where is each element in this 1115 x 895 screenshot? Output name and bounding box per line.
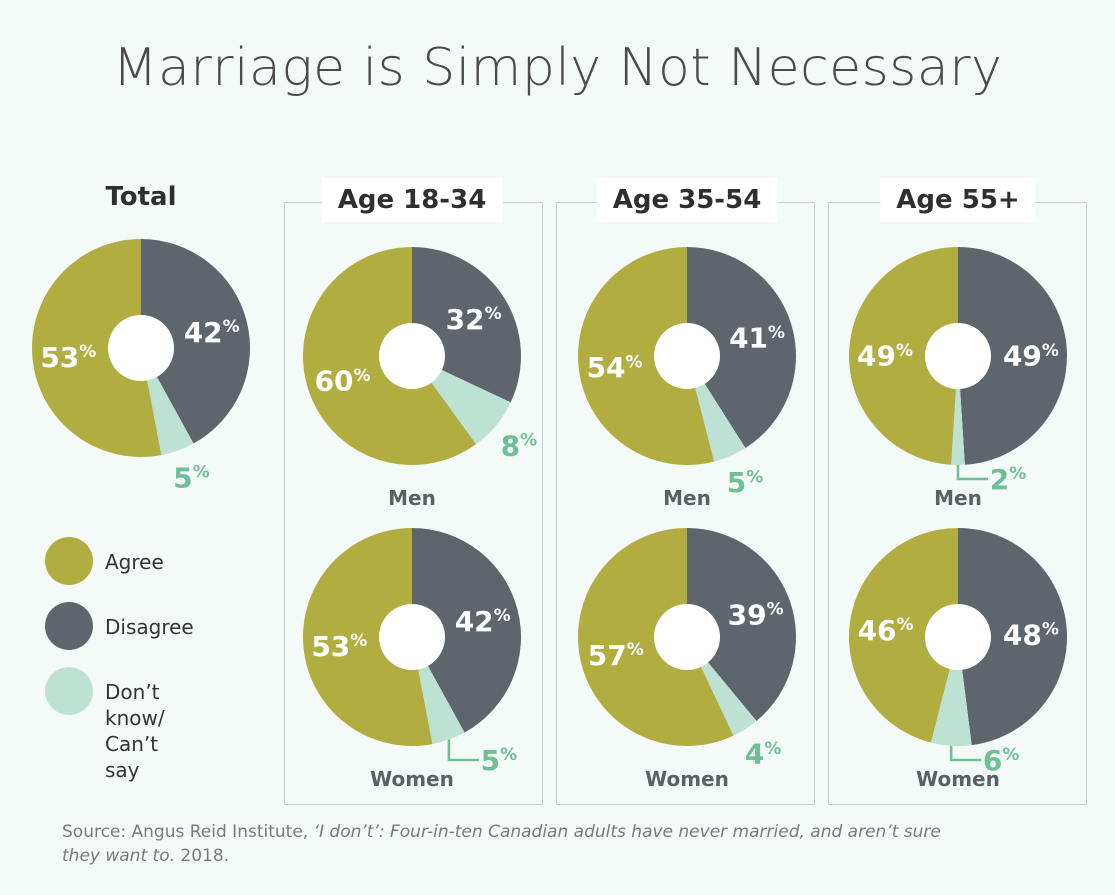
donut-hole-g2-women <box>925 604 991 670</box>
chart-title: Marriage is Simply Not Necessary <box>112 38 1003 98</box>
label-disagree-g1-men: 41% <box>729 322 785 355</box>
callout-line-g0-women <box>447 739 479 762</box>
sublabel-g0-women: Women <box>370 767 454 791</box>
callout-line-g2-men <box>956 465 988 481</box>
label-dont-know-g0-men: 8% <box>501 430 538 463</box>
group-heading-55-plus: Age 55+ <box>880 178 1036 222</box>
slice-agree-g1-men <box>578 247 715 465</box>
legend-label: Agree <box>105 550 164 574</box>
donut-hole-total <box>108 315 174 381</box>
label-agree-g1-men: 54% <box>587 351 643 384</box>
label-agree-total: 53% <box>40 341 96 374</box>
legend-label: Don’t know/ Can’t say <box>105 680 165 782</box>
label-dont-know-g2-women: 6% <box>983 744 1020 777</box>
legend-swatch-agree <box>45 537 93 585</box>
label-agree-g0-men: 60% <box>315 365 371 398</box>
label-disagree-g1-women: 39% <box>728 598 784 631</box>
label-disagree-g2-women: 48% <box>1003 618 1059 651</box>
label-dont-know-g2-men: 2% <box>990 463 1027 496</box>
source-title: ‘I don’t’: Four-in-ten Canadian adults h… <box>62 822 941 866</box>
sublabel-g1-women: Women <box>645 767 729 791</box>
slice-disagree-g1-men <box>687 247 796 449</box>
label-dont-know-g1-women: 4% <box>745 738 782 771</box>
slice-agree-g2-men <box>849 247 958 465</box>
sublabel-g2-women: Women <box>916 767 1000 791</box>
group-heading-35-54: Age 35-54 <box>596 178 778 222</box>
slice-disagree-g2-men <box>958 247 1067 465</box>
donut-hole-g2-men <box>925 323 991 389</box>
slice-agree-total <box>31 239 162 457</box>
label-disagree-g0-women: 42% <box>455 605 511 638</box>
sublabel-g1-men: Men <box>663 486 711 510</box>
total-heading: Total <box>105 182 177 212</box>
label-disagree-g0-men: 32% <box>446 303 502 336</box>
label-agree-g2-men: 49% <box>857 340 913 373</box>
source-prefix: Source: Angus Reid Institute, <box>62 822 314 842</box>
label-agree-g0-women: 53% <box>311 630 367 663</box>
slice-agree-g2-women <box>848 528 958 743</box>
label-agree-g2-women: 46% <box>858 614 914 647</box>
slice-disagree-g2-women <box>958 528 1067 746</box>
slice-disagree-total <box>141 239 250 444</box>
slice-dont-know-g0-men <box>412 356 511 445</box>
donut-hole-g0-women <box>379 604 445 670</box>
slice-dont-know-g2-men <box>951 356 965 465</box>
legend-label: Disagree <box>105 615 194 639</box>
sublabel-g2-men: Men <box>934 486 982 510</box>
slice-agree-g0-women <box>303 528 433 746</box>
legend-swatch-dont-know <box>45 667 93 715</box>
sublabel-g0-men: Men <box>388 486 436 510</box>
donut-hole-g1-men <box>654 323 720 389</box>
callout-line-g2-women <box>949 745 982 762</box>
slice-disagree-g0-women <box>412 528 521 733</box>
donut-hole-g0-men <box>379 323 445 389</box>
label-dont-know-total: 5% <box>173 461 210 494</box>
slice-dont-know-g2-women <box>930 637 972 746</box>
label-disagree-total: 42% <box>184 316 240 349</box>
donut-hole-g1-women <box>654 604 720 670</box>
legend-swatch-disagree <box>45 602 93 650</box>
label-agree-g1-women: 57% <box>588 639 644 672</box>
source-note: Source: Angus Reid Institute, ‘I don’t’:… <box>62 820 962 868</box>
label-dont-know-g0-women: 5% <box>481 744 518 777</box>
slice-disagree-g1-women <box>687 528 796 721</box>
label-disagree-g2-men: 49% <box>1003 340 1059 373</box>
group-heading-18-34: Age 18-34 <box>321 178 503 222</box>
source-suffix: 2018. <box>175 846 230 866</box>
label-dont-know-g1-men: 5% <box>727 466 764 499</box>
